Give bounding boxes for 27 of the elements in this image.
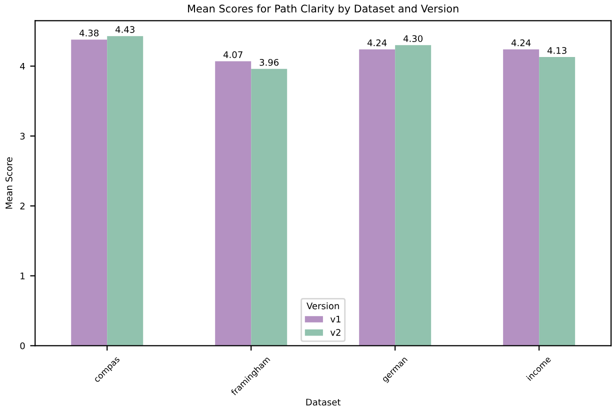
- y-axis-title: Mean Score: [6, 157, 12, 209]
- legend-label: v2: [330, 328, 340, 336]
- data-label: 4.24: [367, 39, 387, 46]
- bar: [359, 49, 396, 346]
- y-tick-label: 3: [20, 132, 25, 140]
- bar: [395, 45, 432, 346]
- data-label: 4.07: [223, 51, 242, 58]
- y-tick-label: 2: [20, 202, 24, 210]
- data-label: 4.38: [80, 30, 99, 36]
- data-label: 4.30: [403, 35, 423, 42]
- data-label: 3.96: [260, 58, 279, 66]
- bar: [251, 68, 288, 346]
- y-tick-label: 0: [20, 342, 25, 350]
- bar: [503, 49, 540, 346]
- y-tick-label: 1: [20, 272, 25, 280]
- x-axis-title: Dataset: [306, 398, 341, 406]
- data-label: 4.43: [115, 26, 134, 33]
- legend-title: Version: [306, 302, 339, 310]
- bar: [71, 40, 108, 346]
- bar: [215, 61, 252, 346]
- chart-title: Mean Scores for Path Clarity by Dataset and Version: [188, 4, 458, 15]
- legend-label: v1: [330, 316, 340, 322]
- y-tick-label: 4: [20, 62, 25, 70]
- bar: [107, 36, 144, 346]
- bar: [539, 57, 576, 346]
- data-label: 4.24: [511, 39, 531, 46]
- data-label: 4.13: [547, 47, 566, 54]
